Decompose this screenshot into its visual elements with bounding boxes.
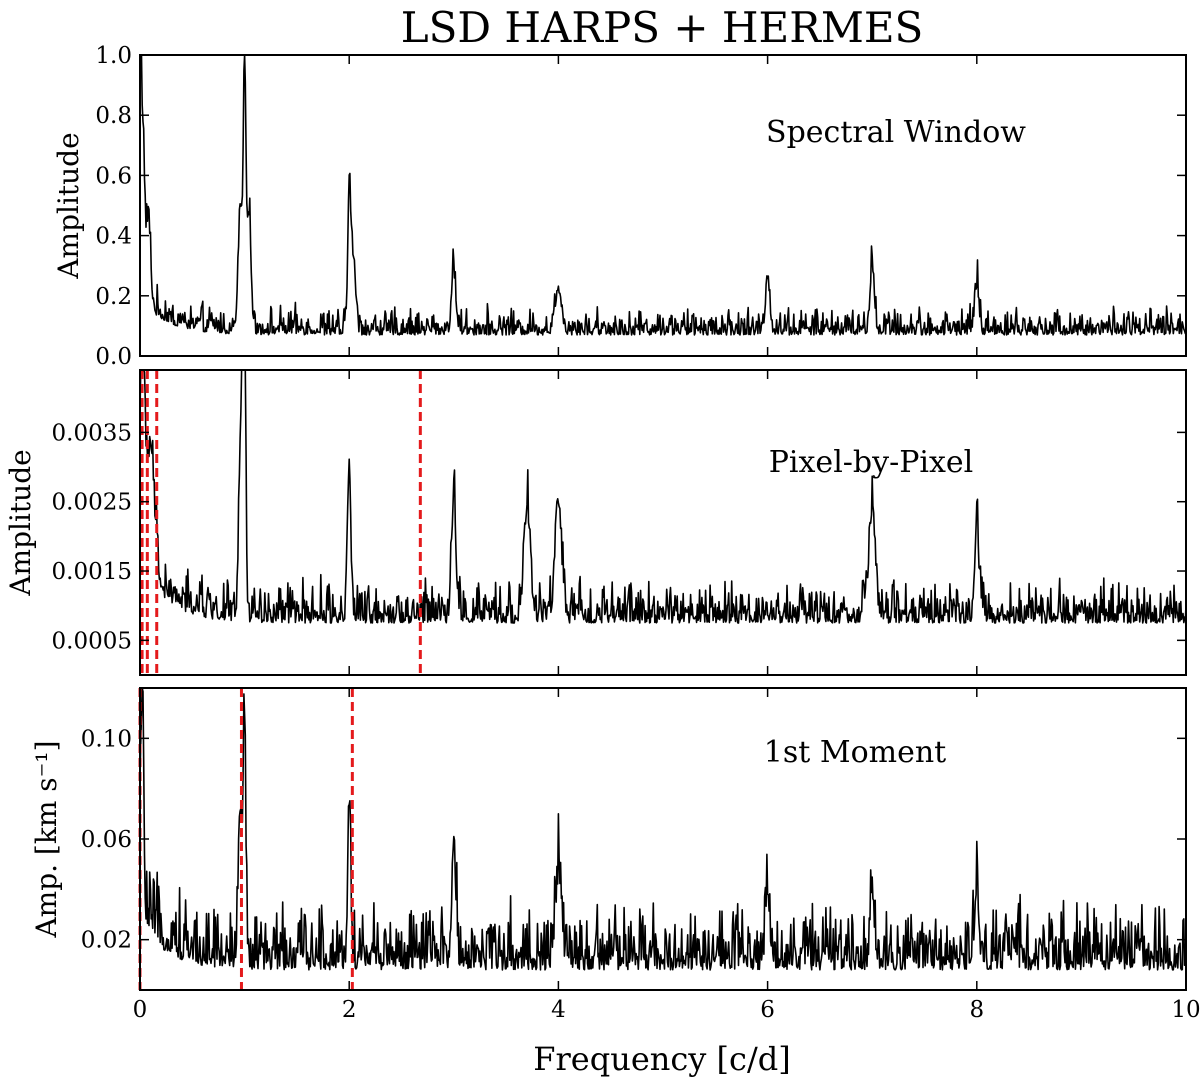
x-tick-label: 2 [342, 997, 357, 1023]
x-tick-label: 4 [551, 997, 566, 1023]
y-tick-label: 0.0005 [52, 628, 132, 654]
x-tick-label: 6 [760, 997, 775, 1023]
y-tick-label: 0.02 [81, 928, 132, 954]
y-tick-label: 0.2 [95, 284, 132, 310]
chart-title: LSD HARPS + HERMES [401, 3, 924, 52]
y-tick-label: 0.06 [81, 827, 132, 853]
x-tick-label: 10 [1171, 997, 1200, 1023]
y-axis-label: Amplitude [4, 449, 37, 596]
y-axis-label: Amplitude [52, 132, 85, 279]
y-tick-label: 0.0025 [52, 490, 132, 516]
panel-frame [139, 687, 1187, 991]
y-tick-label: 0.0015 [52, 559, 132, 585]
periodogram-line [139, 687, 1187, 971]
y-tick-label: 0.0 [95, 344, 132, 370]
y-axis-label: Amp. [km s⁻¹] [30, 740, 63, 938]
panel-first-moment: 0.02 0.06 0.10 0 2 4 6 8 10 Amp. [km s⁻¹] 1st M… [30, 687, 1200, 1023]
y-tick-label: 1.0 [95, 43, 132, 69]
y-tick-label: 0.4 [95, 224, 132, 250]
panel-annotation: 1st Moment [764, 735, 946, 770]
y-tick-label: 0.10 [81, 726, 132, 752]
y-tick-label: 0.0035 [52, 420, 132, 446]
panel-spectral-window: 0.0 0.2 0.4 0.6 0.8 1.0 Amplitude Spectral Wi… [52, 43, 1187, 370]
periodogram-line [139, 369, 1187, 624]
periodogram-line [139, 54, 1187, 336]
x-axis-label: Frequency [c/d] [533, 1040, 790, 1078]
panel-annotation: Spectral Window [766, 115, 1026, 150]
y-tick-label: 0.8 [95, 103, 132, 129]
panel-pixel-by-pixel: 0.0005 0.0015 0.0025 0.0035 Amplitude Pixel… [4, 369, 1187, 676]
panel-annotation: Pixel-by-Pixel [769, 445, 974, 480]
panel-frame [139, 54, 1187, 357]
x-tick-label: 0 [133, 997, 148, 1023]
x-tick-label: 8 [969, 997, 984, 1023]
y-tick-label: 0.6 [95, 163, 132, 189]
panel-frame [139, 369, 1187, 676]
